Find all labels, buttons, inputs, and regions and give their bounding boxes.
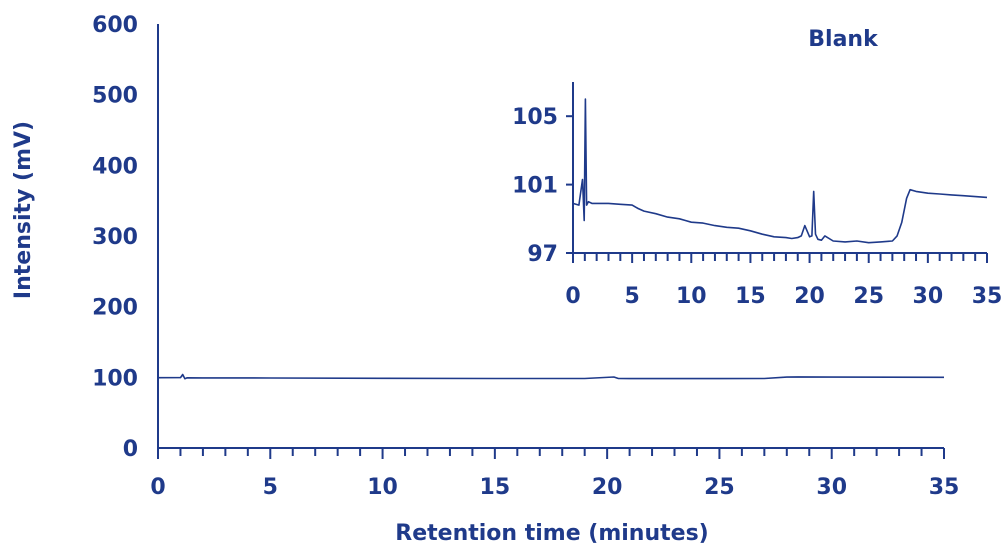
main-x-tick-label: 20 <box>592 475 623 500</box>
x-axis-title: Retention time (minutes) <box>395 521 708 546</box>
main-y-tick-label: 0 <box>123 437 138 462</box>
inset-x-tick-label: 20 <box>794 284 825 309</box>
main-x-tick-label: 0 <box>150 475 165 500</box>
inset-x-tick-label: 15 <box>735 284 766 309</box>
main-y-tick-label: 400 <box>92 154 138 179</box>
main-y-tick-label: 200 <box>92 296 138 321</box>
inset-y-tick-label: 101 <box>512 174 558 199</box>
main-x-tick-label: 30 <box>816 475 847 500</box>
main-x-tick-label: 35 <box>929 475 960 500</box>
inset-x-tick-label: 5 <box>624 284 639 309</box>
main-x-tick-label: 15 <box>480 475 511 500</box>
inset-x-tick-label: 25 <box>853 284 884 309</box>
inset-x-tick-label: 30 <box>913 284 944 309</box>
inset-x-tick-label: 35 <box>972 284 1003 309</box>
inset-x-tick-label: 10 <box>676 284 707 309</box>
inset-y-tick-label: 97 <box>527 242 558 267</box>
inset-x-tick-label: 0 <box>565 284 580 309</box>
main-series-line <box>157 373 945 380</box>
main-x-tick-label: 5 <box>263 475 278 500</box>
y-axis-title: Intensity (mV) <box>11 121 36 299</box>
main-x-tick-label: 25 <box>704 475 735 500</box>
main-y-tick-label: 300 <box>92 225 138 250</box>
main-y-tick-label: 600 <box>92 13 138 38</box>
main-x-tick-label: 10 <box>367 475 398 500</box>
inset-plot: 0 5 10 15 20 25 30 35 97 101 105 <box>512 82 1002 309</box>
inset-title: Blank <box>808 27 879 52</box>
inset-series-line <box>572 98 988 244</box>
inset-y-tick-label: 105 <box>512 105 558 130</box>
main-y-tick-label: 500 <box>92 84 138 109</box>
main-y-tick-label: 100 <box>92 366 138 391</box>
